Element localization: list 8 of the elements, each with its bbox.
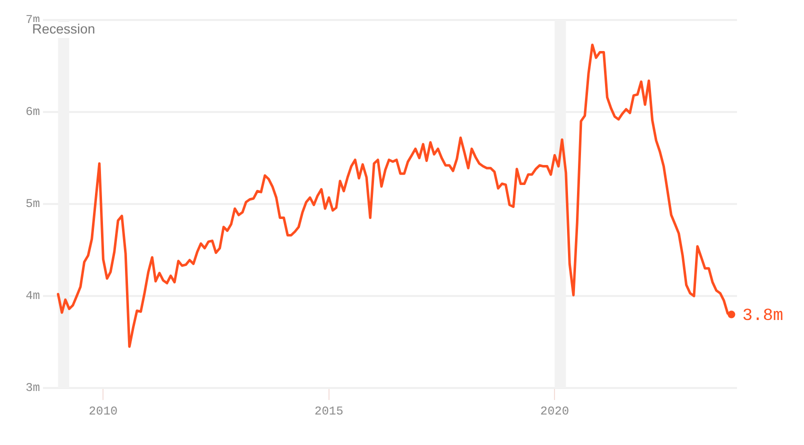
x-tick-label: 2010: [88, 404, 118, 418]
data-label: 3.8m: [742, 306, 784, 326]
y-tick-label: 6m: [26, 105, 40, 120]
x-tick-label: 2020: [540, 404, 570, 418]
y-tick-label: 4m: [26, 289, 40, 304]
y-tick-label: 5m: [26, 197, 40, 212]
y-tick-label: 3m: [26, 381, 40, 396]
x-tick-label: 2015: [314, 404, 344, 418]
